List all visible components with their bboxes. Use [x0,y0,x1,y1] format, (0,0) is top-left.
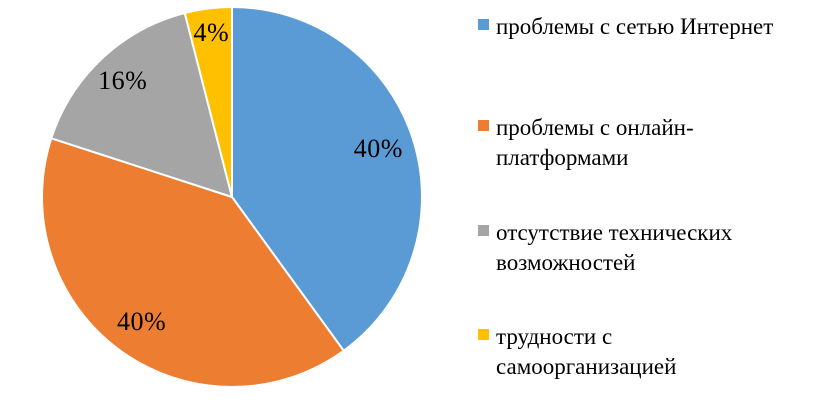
chart-legend: проблемы с сетью Интернет проблемы с онла… [478,0,808,400]
pie-slice-3 [183,6,233,198]
legend-item-label: проблемы с сетью Интернет [496,14,774,39]
legend-item-label: проблемы с онлайн-платформами [496,115,694,170]
legend-swatch-icon [478,120,489,131]
slice-label-0: 40% [353,134,403,164]
pie-svg [41,6,423,388]
legend-item-2: отсутствие технических возможностей [478,218,732,278]
pie-slice-0 [231,6,423,352]
slice-label-1: 40% [116,306,167,336]
legend-item-3: трудности с самоорганизацией [478,322,676,382]
slice-label-2: 16% [98,65,148,95]
legend-swatch-icon [478,329,489,340]
legend-item-0: проблемы с сетью Интернет [478,12,773,42]
pie-slice-2 [50,11,233,198]
legend-swatch-icon [478,225,489,236]
pie-slice-1 [41,137,345,388]
legend-swatch-icon [478,19,489,30]
pie-chart: 40% 40% 16% 4% [41,6,423,388]
legend-item-1: проблемы с онлайн-платформами [478,113,694,173]
legend-item-label: отсутствие технических возможностей [496,220,733,275]
legend-item-label: трудности с самоорганизацией [496,324,677,379]
slice-label-3: 4% [193,18,230,47]
